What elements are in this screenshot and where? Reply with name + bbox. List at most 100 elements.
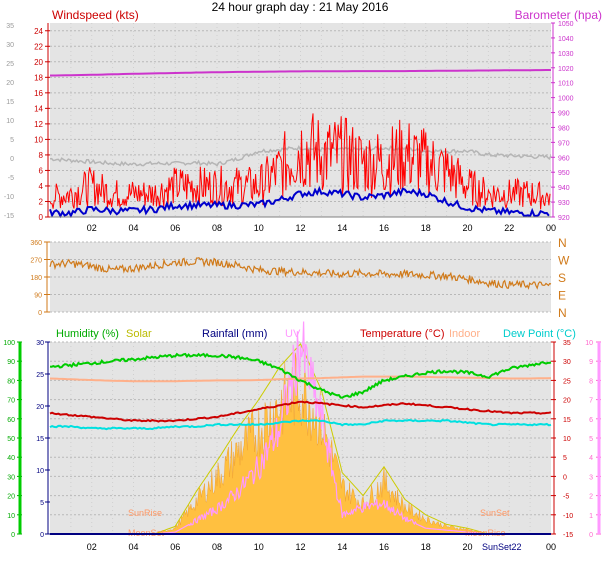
barometer-tick-label: 990 (558, 111, 570, 118)
rainfall-tick-label: 15 (36, 436, 44, 443)
wind-x-tick-label: 12 (295, 223, 305, 233)
wind-tick-label: 14 (34, 104, 43, 113)
barometer-tick-label: 1050 (558, 21, 574, 28)
barometer-tick-label: 950 (558, 170, 570, 177)
compass-label: S (558, 271, 566, 285)
temperature-tick-label: -15 (563, 532, 573, 539)
temperature-x-tick-label: 04 (128, 542, 138, 552)
temperature-x-tick-label: 06 (170, 542, 180, 552)
barometer-tick-label: 980 (558, 125, 570, 132)
direction-tick-label: 0 (38, 310, 42, 317)
legend-barometer: Barometer (hpa) (515, 8, 602, 22)
temperature-tick-label: 0 (563, 474, 567, 481)
wind-outer-tick-label: -5 (8, 175, 14, 182)
temperature-tick-label: 20 (563, 398, 571, 405)
barometer-tick-label: 1040 (558, 36, 574, 43)
barometer-line (50, 69, 551, 77)
temperature-x-tick-label: 02 (87, 542, 97, 552)
rainfall-tick-label: 5 (40, 500, 44, 507)
direction-tick-label: 180 (30, 275, 42, 282)
uv-tick-label: 4 (589, 455, 593, 462)
rainfall-tick-label: 10 (36, 468, 44, 475)
wind-tick-label: 4 (39, 182, 44, 191)
legend-windspeed: Windspeed (kts) (52, 8, 139, 22)
compass-label: N (558, 306, 567, 320)
indoor-temperature-line (49, 375, 552, 383)
temperature-tick-label: 5 (563, 455, 567, 462)
humidity-tick-label: 40 (7, 455, 15, 462)
compass-label: N (558, 236, 567, 250)
wind-tick-label: 0 (39, 213, 44, 222)
temperature-x-tick-label: 10 (254, 542, 264, 552)
temperature-tick-label: 30 (563, 359, 571, 366)
uv-tick-label: 1 (589, 513, 593, 520)
wind-tick-label: 18 (34, 73, 43, 82)
uv-tick-label: 5 (589, 436, 593, 443)
barometer-tick-label: 930 (558, 200, 570, 207)
temperature-x-tick-label: 18 (421, 542, 431, 552)
humidity-tick-label: 30 (7, 474, 15, 481)
wind-outer-tick-label: 20 (6, 80, 14, 87)
barometer-tick-label: 1020 (558, 66, 574, 73)
barometer-tick-label: 970 (558, 140, 570, 147)
humidity-tick-label: 70 (7, 398, 15, 405)
rainfall-tick-label: 25 (36, 372, 44, 379)
temperature-x-tick-label: 12 (295, 542, 305, 552)
wind-outer-tick-label: 0 (10, 156, 14, 163)
temperature-tick-label: 25 (563, 378, 571, 385)
temperature-tick-label: -5 (563, 494, 569, 501)
uv-tick-label: 10 (585, 340, 593, 347)
legend-dewpoint: Dew Point (°C) (503, 328, 576, 340)
temperature-x-tick-label: 00 (546, 542, 556, 552)
wind-tick-label: 2 (39, 197, 44, 206)
uv-tick-label: 6 (589, 417, 593, 424)
direction-tick-label: 270 (30, 258, 42, 265)
wind-tick-label: 10 (34, 135, 43, 144)
wind-outer-tick-label: 10 (6, 118, 14, 125)
wind-x-tick-label: 04 (128, 223, 138, 233)
wind-outer-tick-label: 5 (10, 137, 14, 144)
wind-tick-label: 16 (34, 89, 43, 98)
humidity-tick-label: 100 (3, 340, 15, 347)
barometer-tick-label: 1010 (558, 81, 574, 88)
temperature-tick-label: -10 (563, 513, 573, 520)
uv-tick-label: 2 (589, 494, 593, 501)
humidity-tick-label: 20 (7, 494, 15, 501)
barometer-tick-label: 960 (558, 155, 570, 162)
wind-x-tick-label: 00 (546, 223, 556, 233)
temperature-tick-label: 35 (563, 340, 571, 347)
wind-x-tick-label: 20 (462, 223, 472, 233)
barometer-tick-label: 1030 (558, 51, 574, 58)
wind-outer-tick-label: 35 (6, 23, 14, 30)
temperature-x-tick-label: 08 (212, 542, 222, 552)
uv-tick-label: 7 (589, 398, 593, 405)
barometer-secondary-line (49, 145, 552, 167)
legend-rainfall: Rainfall (mm) (202, 328, 267, 340)
wind-x-tick-label: 18 (421, 223, 431, 233)
humidity-tick-label: 10 (7, 513, 15, 520)
legend-indoor: Indoor (449, 328, 481, 340)
annotation-sunset: SunSet (480, 508, 510, 518)
barometer-tick-label: 920 (558, 215, 570, 222)
barometer-tick-label: 940 (558, 185, 570, 192)
temperature-x-tick-label: 16 (379, 542, 389, 552)
wind-x-tick-label: 16 (379, 223, 389, 233)
wind-outer-tick-label: -10 (4, 194, 14, 201)
dewpoint-line (49, 418, 552, 431)
uv-tick-label: 8 (589, 378, 593, 385)
humidity-tick-label: 60 (7, 417, 15, 424)
wind-tick-label: 20 (34, 58, 43, 67)
direction-tick-label: 90 (34, 293, 42, 300)
humidity-tick-label: 50 (7, 436, 15, 443)
wind-outer-tick-label: 30 (6, 42, 14, 49)
wind-x-tick-label: 14 (337, 223, 347, 233)
legend-uv: UV (285, 328, 301, 340)
wind-tick-label: 12 (34, 120, 43, 129)
temperature-tick-label: 15 (563, 417, 571, 424)
wind-direction-line (49, 257, 552, 290)
temperature-tick-label: 10 (563, 436, 571, 443)
humidity-tick-label: 90 (7, 359, 15, 366)
humidity-line (49, 352, 552, 399)
temperature-line (49, 400, 552, 423)
